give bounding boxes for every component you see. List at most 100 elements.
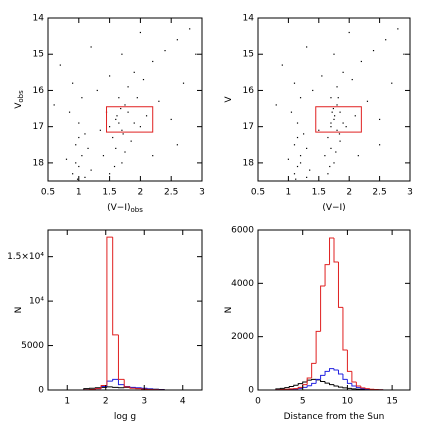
selection-box — [315, 106, 362, 133]
point — [330, 126, 332, 128]
point — [275, 104, 277, 106]
xlabel: (V−I) — [322, 203, 345, 213]
point — [122, 133, 124, 135]
point — [339, 140, 341, 142]
histogram-step — [351, 383, 357, 387]
xlabel-text: Distance from the Sun — [284, 412, 385, 422]
x-tick-label: 2.5 — [164, 188, 178, 198]
y-tick-label: 14 — [33, 14, 45, 24]
point — [333, 118, 335, 121]
point — [336, 129, 338, 131]
histogram-step — [337, 262, 343, 308]
x-tick-label: 1 — [76, 188, 82, 198]
point — [87, 147, 89, 149]
histogram-step — [329, 383, 334, 386]
point — [293, 173, 296, 175]
histogram-step — [302, 381, 308, 384]
point — [333, 162, 335, 164]
plot-frame — [47, 229, 203, 391]
histogram-step — [117, 379, 125, 386]
point — [332, 107, 334, 110]
point — [68, 111, 71, 113]
x-tick-label: 10 — [342, 397, 354, 407]
point — [116, 115, 118, 117]
point — [78, 136, 80, 139]
point — [293, 144, 296, 146]
histogram-step — [129, 386, 136, 389]
point — [164, 50, 166, 52]
point — [345, 126, 347, 128]
point — [127, 111, 129, 113]
x-tick-label: 3 — [199, 188, 205, 198]
point — [124, 104, 126, 106]
point — [78, 165, 80, 168]
point — [102, 155, 105, 157]
point — [152, 60, 154, 63]
x-tick-label: 1 — [64, 397, 70, 407]
y-tick-label: 14 — [243, 14, 255, 24]
y-tick-label: 18 — [243, 158, 255, 168]
histogram-step — [112, 378, 119, 382]
y-tick-label: 0 — [38, 386, 44, 396]
y-tick-label: 6000 — [231, 226, 254, 236]
point — [336, 104, 338, 106]
ylabel-text: N — [14, 307, 24, 314]
point — [189, 28, 191, 30]
histogram-step — [306, 377, 312, 385]
y-tick-label: 17 — [243, 122, 254, 132]
point — [109, 173, 111, 175]
point — [295, 178, 297, 180]
point — [121, 129, 123, 131]
histogram-step — [311, 382, 317, 386]
y-tick-label: 15 — [243, 50, 254, 60]
xlabel: (V−I) — [107, 203, 130, 213]
selection-box — [106, 106, 154, 133]
point — [118, 97, 120, 99]
x-tick-label: 2 — [138, 188, 144, 198]
point — [309, 169, 311, 171]
xlabel-text: (V−I)obs — [107, 203, 143, 215]
point — [53, 104, 55, 106]
point — [354, 115, 356, 117]
x-tick-label: 0 — [255, 397, 261, 407]
point — [306, 176, 308, 178]
point — [334, 115, 336, 117]
histogram-step — [337, 370, 343, 375]
point — [78, 122, 80, 124]
point — [72, 82, 74, 84]
histogram-step — [333, 368, 339, 371]
point — [360, 60, 362, 63]
histogram-step — [129, 386, 136, 388]
histogram-step — [123, 384, 131, 387]
histogram-step — [320, 285, 326, 332]
histogram-step — [106, 236, 113, 386]
ylabel: V — [224, 96, 234, 103]
x-tick-label: 1.5 — [102, 188, 116, 198]
point — [115, 118, 117, 121]
point — [296, 136, 299, 139]
point — [338, 133, 341, 135]
point — [357, 155, 359, 157]
point — [118, 122, 120, 124]
point — [348, 31, 350, 34]
histogram-step — [279, 387, 285, 389]
x-tick-label: 15 — [386, 397, 397, 407]
y-tick-label: 10⁴ — [29, 297, 44, 307]
histogram-step — [355, 386, 361, 389]
ylabel-text: V — [224, 96, 234, 103]
point — [112, 136, 114, 139]
point — [121, 53, 123, 55]
point — [324, 155, 326, 157]
point — [81, 155, 83, 157]
histogram-step — [351, 371, 357, 383]
histogram-step — [346, 379, 352, 384]
point — [133, 71, 135, 73]
point — [281, 64, 283, 66]
x-tick-label: 2 — [346, 188, 352, 198]
point — [296, 122, 299, 124]
point — [76, 178, 79, 180]
histogram-step — [293, 384, 299, 387]
histogram-step — [360, 386, 366, 389]
point — [145, 115, 148, 117]
